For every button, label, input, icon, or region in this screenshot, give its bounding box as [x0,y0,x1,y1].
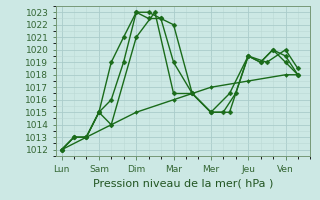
X-axis label: Pression niveau de la mer( hPa ): Pression niveau de la mer( hPa ) [93,178,273,188]
